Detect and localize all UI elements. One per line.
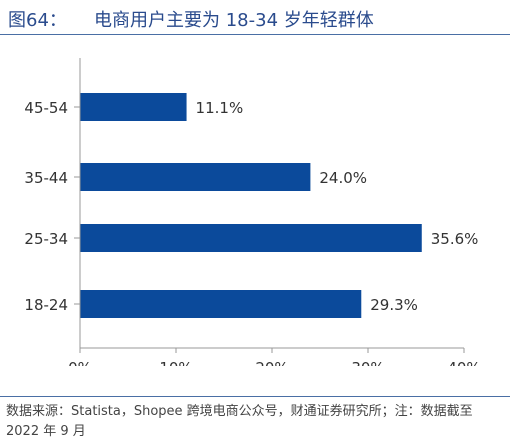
axes-group: 45-54 35-44 25-34 18-24 0% 10% 20% 30% 40% <box>24 58 481 366</box>
bar-35-44 <box>80 163 311 191</box>
category-label: 45-54 <box>24 99 68 117</box>
x-tick-label: 40% <box>447 359 480 366</box>
value-label: 35.6% <box>431 230 479 248</box>
bars-group <box>80 93 422 318</box>
x-tick-label: 10% <box>159 359 192 366</box>
footer-divider <box>0 396 510 397</box>
bar-25-34 <box>80 224 422 252</box>
bar-45-54 <box>80 93 187 121</box>
figure-number: 图64： <box>8 10 67 31</box>
figure-header: 图64： 电商用户主要为 18-34 岁年轻群体 <box>0 0 510 36</box>
bar-chart: 11.1% 24.0% 35.6% 29.3% 45-54 35-44 25-34 18-2… <box>24 58 481 366</box>
value-labels-group: 11.1% 24.0% 35.6% 29.3% <box>196 99 479 314</box>
category-label: 25-34 <box>24 230 68 248</box>
category-label: 18-24 <box>24 296 68 314</box>
x-tick-label: 20% <box>255 359 288 366</box>
source-note: 数据来源：Statista，Shopee 跨境电商公众号，财通证券研究所；注：数… <box>6 404 473 439</box>
title-divider <box>0 34 510 35</box>
bar-18-24 <box>80 290 362 318</box>
x-tick-label: 0% <box>68 359 92 366</box>
value-label: 24.0% <box>319 169 367 187</box>
x-tick-label: 30% <box>351 359 384 366</box>
category-label: 35-44 <box>24 169 68 187</box>
value-label: 29.3% <box>370 296 418 314</box>
value-label: 11.1% <box>196 99 244 117</box>
chart-title: 电商用户主要为 18-34 岁年轻群体 <box>94 10 374 31</box>
